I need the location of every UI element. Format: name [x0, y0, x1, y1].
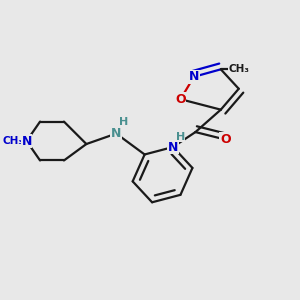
Text: O: O: [175, 93, 186, 106]
Text: N: N: [111, 127, 122, 140]
Text: N: N: [21, 134, 32, 148]
Text: CH₃: CH₃: [228, 64, 249, 74]
Text: H: H: [176, 132, 185, 142]
Text: N: N: [168, 140, 178, 154]
Text: CH₃: CH₃: [3, 136, 24, 146]
Text: N: N: [189, 70, 199, 83]
Text: H: H: [119, 117, 128, 127]
Text: O: O: [220, 133, 231, 146]
